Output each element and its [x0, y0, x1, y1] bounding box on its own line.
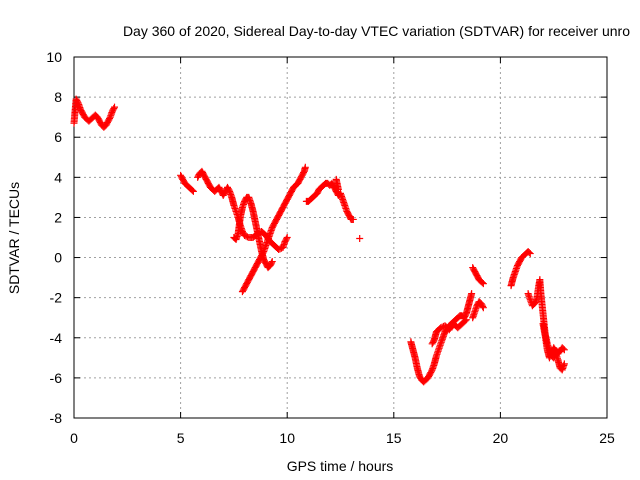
data-point [301, 163, 309, 171]
data-point [526, 250, 534, 258]
data-point [525, 249, 533, 257]
data-point [461, 317, 469, 325]
data-point [110, 104, 118, 112]
y-tick-label: 4 [54, 169, 62, 185]
x-tick-label: 10 [279, 430, 295, 446]
x-tick-label: 20 [493, 430, 509, 446]
x-axis-label: GPS time / hours [287, 458, 394, 474]
data-point [349, 215, 357, 223]
x-tick-label: 0 [70, 430, 78, 446]
y-tick-label: 0 [54, 250, 62, 266]
y-axis-label: SDTVAR / TECUs [6, 182, 22, 294]
x-tick-labels: 0 5 10 15 20 25 [70, 430, 615, 446]
data-point [334, 185, 342, 193]
y-tick-label: -6 [50, 370, 63, 386]
y-tick-label: 6 [54, 129, 62, 145]
y-tick-label: 10 [46, 49, 62, 65]
y-tick-label: 8 [54, 89, 62, 105]
data-points [70, 95, 568, 386]
data-point [560, 346, 568, 354]
data-point [189, 187, 197, 195]
chart-title: Day 360 of 2020, Sidereal Day-to-day VTE… [123, 23, 630, 39]
data-point [478, 279, 486, 287]
data-point [479, 302, 487, 310]
x-tick-label: 15 [386, 430, 402, 446]
data-point [479, 304, 487, 312]
y-tick-label: 2 [54, 209, 62, 225]
data-point [479, 280, 487, 288]
data-point [560, 360, 568, 368]
data-point [356, 235, 364, 243]
grid [74, 57, 607, 418]
y-tick-label: -4 [50, 330, 63, 346]
data-point [268, 258, 276, 266]
x-tick-label: 5 [177, 430, 185, 446]
axis-ticks [73, 56, 608, 419]
plot-frame [73, 56, 608, 419]
data-point [188, 186, 196, 194]
data-point [559, 345, 567, 353]
data-point [268, 259, 276, 267]
x-tick-label: 25 [599, 430, 615, 446]
data-point [282, 235, 290, 243]
data-point [111, 103, 119, 111]
y-tick-label: -2 [50, 290, 63, 306]
data-point [462, 316, 470, 324]
y-tick-labels: -8 -6 -4 -2 0 2 4 6 8 10 [46, 49, 62, 426]
data-point [468, 290, 476, 298]
data-point [283, 234, 291, 241]
y-tick-label: -8 [50, 410, 63, 426]
